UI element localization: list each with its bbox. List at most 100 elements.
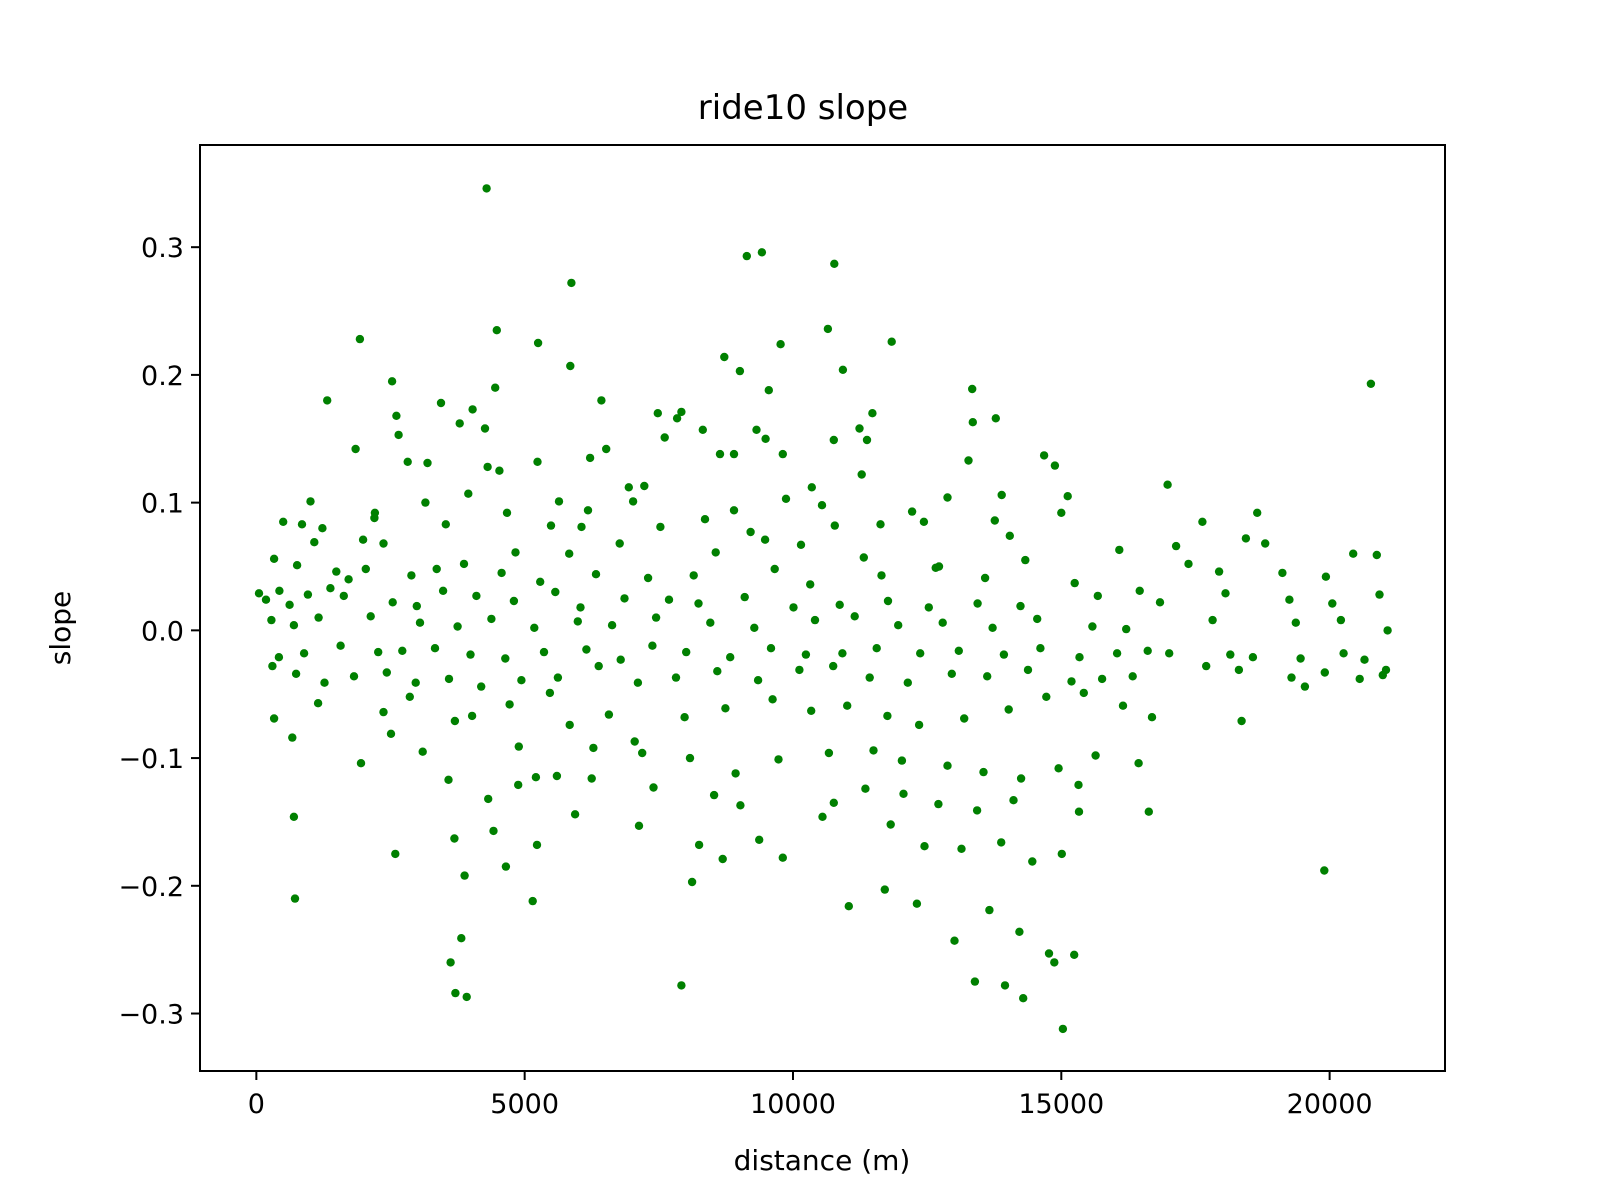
data-point: [421, 498, 430, 507]
data-point: [1226, 650, 1235, 659]
data-point: [648, 641, 657, 650]
data-point: [1074, 780, 1083, 790]
data-point: [405, 692, 414, 701]
data-point: [532, 840, 542, 850]
data-point: [1147, 713, 1157, 722]
data-point: [715, 449, 725, 459]
data-point: [713, 667, 722, 676]
data-point: [721, 704, 730, 713]
data-point: [677, 407, 686, 417]
data-point: [1208, 615, 1217, 625]
data-point: [1016, 774, 1026, 783]
data-point: [1320, 866, 1329, 875]
data-point: [752, 425, 761, 434]
data-point: [466, 650, 475, 659]
data-point: [566, 361, 575, 371]
data-point: [450, 834, 459, 843]
data-point: [477, 682, 486, 691]
data-point: [1287, 673, 1296, 682]
data-point: [700, 515, 710, 524]
data-point: [501, 862, 511, 871]
data-point: [356, 759, 366, 768]
y-axis-label: slope: [44, 591, 77, 666]
data-point: [1214, 567, 1224, 576]
data-point: [511, 548, 520, 557]
data-point: [920, 842, 929, 851]
data-point: [1300, 682, 1310, 691]
data-point: [746, 527, 755, 537]
data-point: [1241, 534, 1251, 543]
data-point: [1171, 541, 1181, 551]
data-point: [1023, 665, 1033, 675]
data-point: [1070, 950, 1079, 959]
data-point: [546, 521, 556, 530]
data-point: [807, 483, 816, 492]
data-point: [735, 366, 745, 376]
data-point: [438, 586, 448, 595]
data-point: [755, 835, 764, 844]
data-point: [628, 497, 638, 506]
data-point: [1000, 981, 1010, 990]
data-point: [505, 700, 514, 709]
data-point: [1067, 677, 1076, 686]
data-point: [1378, 670, 1388, 680]
data-point: [573, 617, 582, 626]
data-point: [274, 653, 284, 662]
data-point: [467, 711, 477, 721]
data-point: [886, 820, 895, 829]
data-point: [275, 586, 284, 595]
data-point: [872, 644, 881, 653]
data-point: [1321, 572, 1331, 581]
data-point: [1291, 618, 1301, 627]
data-point: [807, 706, 816, 715]
data-point: [366, 612, 375, 621]
data-point: [1163, 480, 1172, 489]
data-point: [1063, 492, 1072, 501]
data-point: [1165, 649, 1174, 658]
data-point: [436, 398, 446, 408]
data-point: [1366, 379, 1376, 388]
data-point: [495, 466, 504, 475]
data-point: [1097, 674, 1107, 684]
data-point: [916, 649, 925, 658]
data-point: [444, 674, 454, 684]
data-point: [726, 653, 735, 662]
data-point: [988, 623, 997, 632]
data-point: [1016, 601, 1025, 611]
data-point: [530, 623, 539, 632]
data-point: [459, 559, 469, 569]
data-point: [336, 641, 345, 650]
data-point: [781, 494, 791, 503]
data-point: [394, 430, 403, 440]
data-point: [1054, 764, 1063, 773]
data-point: [850, 612, 859, 621]
data-point: [682, 647, 691, 657]
x-tick-label: 5000: [490, 1089, 559, 1120]
x-tick-label: 20000: [1287, 1089, 1373, 1120]
data-point: [1184, 559, 1193, 569]
data-point: [412, 601, 421, 611]
data-point: [320, 678, 329, 687]
data-point: [370, 513, 379, 523]
data-point: [398, 646, 407, 655]
data-point: [938, 618, 947, 627]
data-point: [1285, 595, 1294, 604]
data-point: [482, 184, 491, 193]
data-point: [292, 561, 302, 570]
data-point: [444, 775, 453, 784]
data-point: [403, 457, 412, 466]
data-point: [640, 481, 649, 491]
data-point: [796, 540, 806, 549]
data-point: [261, 595, 271, 604]
data-point: [694, 840, 704, 850]
data-point: [1237, 716, 1246, 726]
data-point: [1261, 539, 1270, 548]
data-point: [1115, 545, 1124, 555]
data-point: [957, 844, 966, 853]
data-point: [310, 538, 319, 547]
data-point: [501, 654, 510, 663]
data-point: [531, 773, 541, 782]
data-point: [1336, 615, 1346, 625]
data-point: [844, 902, 853, 911]
data-point: [279, 517, 288, 526]
